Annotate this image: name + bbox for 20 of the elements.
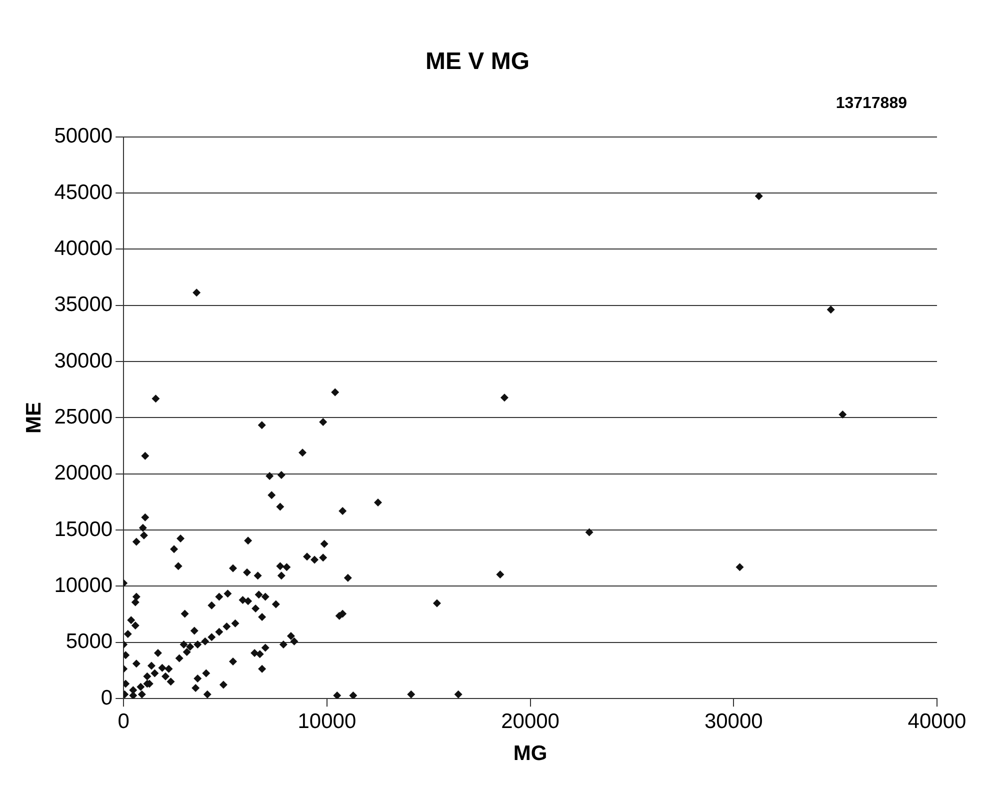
x-tick-label: 0	[118, 710, 130, 733]
y-tick-label: 45000	[54, 180, 113, 204]
chart-title: ME V MG	[425, 48, 530, 76]
y-tick-label: 35000	[54, 293, 113, 316]
x-axis-title: MG	[513, 742, 548, 766]
y-tick-label: 0	[100, 686, 113, 710]
x-tick-label: 30000	[704, 710, 763, 733]
y-tick-label: 15000	[54, 518, 113, 541]
x-tick-label: 10000	[298, 710, 356, 733]
y-tick-label: 30000	[54, 349, 113, 372]
y-axis-title: ME	[22, 402, 46, 434]
y-tick-label: 40000	[54, 236, 113, 260]
y-tick-label: 20000	[54, 462, 113, 485]
x-tick-label: 40000	[908, 710, 966, 733]
y-tick-label: 5000	[66, 630, 113, 654]
x-tick-label: 20000	[501, 710, 560, 733]
text: 13717889	[836, 95, 908, 112]
y-tick-label: 50000	[54, 124, 113, 148]
y-tick-label: 10000	[54, 574, 113, 598]
y-tick-label: 25000	[54, 405, 113, 428]
